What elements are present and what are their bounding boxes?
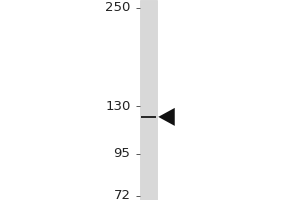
Bar (141, 116, 156, 118)
Bar (140, 0, 157, 200)
Text: 72: 72 (113, 189, 130, 200)
Text: 130: 130 (105, 100, 130, 113)
Polygon shape (158, 108, 175, 126)
Text: 95: 95 (114, 147, 130, 160)
Text: 250: 250 (105, 1, 130, 14)
